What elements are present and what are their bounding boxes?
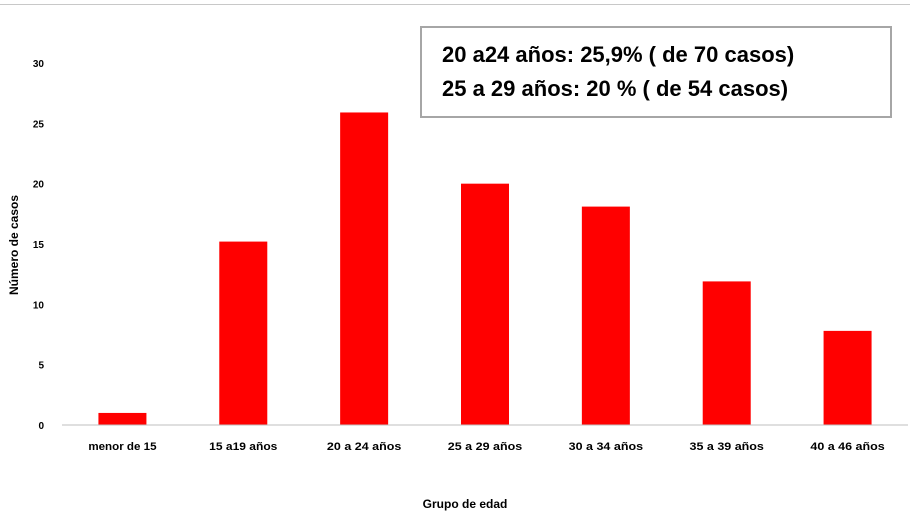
x-category-label: 15 a19 años [209,441,277,453]
y-tick-label: 20 [33,180,45,191]
bars [98,112,872,426]
y-tick-label: 0 [38,421,44,432]
x-axis-labels: menor de 15 15 a19 años 20 a 24 años 25 a 2… [88,441,884,453]
x-category-label: 20 a 24 años [327,441,401,453]
x-category-label: 25 a 29 años [448,441,522,453]
bar [340,112,389,426]
y-axis-title: Número de casos [7,195,21,295]
y-tick-label: 30 [33,59,45,70]
x-category-label: 40 a 46 años [810,441,884,453]
y-axis-ticks: 0 5 10 15 20 25 30 [33,59,45,432]
y-tick-label: 15 [33,240,45,251]
annotation-box: 20 a24 años: 25,9% ( de 70 casos) 25 a 2… [420,26,892,118]
bar [461,183,509,425]
bar [823,330,872,425]
annotation-line-1: 20 a24 años: 25,9% ( de 70 casos) [442,42,795,67]
y-tick-label: 25 [33,119,45,130]
y-tick-label: 5 [38,361,44,372]
x-category-label: 30 a 34 años [569,441,643,453]
x-category-label: menor de 15 [88,441,156,453]
bar [98,412,147,425]
y-tick-label: 10 [33,300,45,311]
bar [581,206,630,425]
x-category-label: 35 a 39 años [690,441,764,453]
annotation-line-2: 25 a 29 años: 20 % ( de 54 casos) [442,76,789,101]
x-axis-title: Grupo de edad [423,497,508,511]
top-divider [0,4,910,5]
bar [702,281,751,425]
bar [219,241,268,425]
